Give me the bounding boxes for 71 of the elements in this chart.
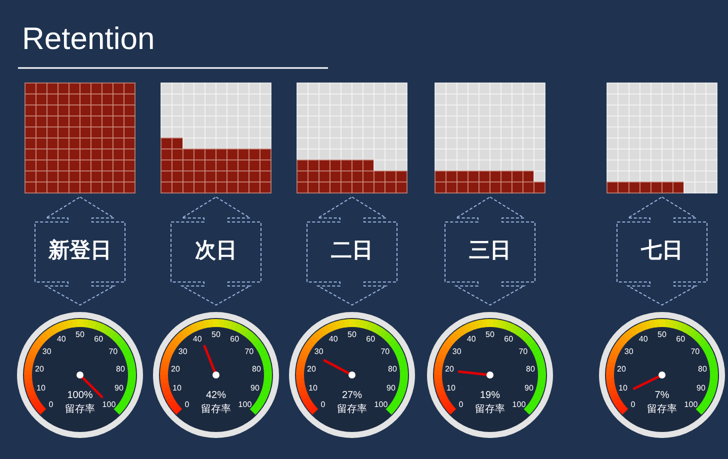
data-label: 19%: [480, 390, 500, 401]
text: 70: [690, 346, 700, 356]
category-label: 次日: [195, 239, 237, 262]
text: 90: [386, 384, 396, 393]
data-label: 42%: [206, 390, 226, 401]
text: 60: [504, 334, 514, 344]
text: 50: [212, 330, 221, 339]
text: 40: [638, 334, 648, 344]
text: 100: [102, 400, 116, 409]
text: 70: [518, 346, 528, 356]
text: 30: [178, 346, 188, 356]
text: 90: [114, 384, 124, 393]
text: 0: [320, 400, 326, 409]
text: 50: [486, 330, 495, 339]
text: 0: [48, 400, 54, 409]
data-label: 27%: [342, 390, 362, 401]
category-label: 七日: [640, 239, 683, 262]
text: 留存率: [647, 403, 677, 415]
text: 留存率: [475, 403, 505, 415]
text: 70: [108, 346, 118, 356]
text: 100: [684, 400, 698, 409]
text: 100: [238, 400, 252, 409]
text: 90: [524, 384, 534, 393]
text: 10: [446, 384, 456, 393]
text: 80: [388, 364, 398, 374]
text: 70: [244, 346, 254, 356]
text: 0: [184, 400, 190, 409]
text: 20: [35, 364, 44, 374]
text: 10: [36, 384, 46, 393]
text: 0: [630, 400, 636, 409]
category-label: 三日: [469, 239, 511, 262]
text: 50: [348, 330, 357, 339]
text: 0: [458, 400, 464, 409]
text: 50: [658, 330, 667, 339]
text: 30: [452, 346, 462, 356]
text: 80: [116, 364, 126, 374]
category-label: 二日: [331, 239, 373, 262]
text: 留存率: [337, 403, 367, 415]
text: 20: [171, 364, 180, 374]
text: 40: [328, 334, 338, 344]
category-label: 新登日: [48, 238, 112, 262]
text: 20: [445, 364, 454, 374]
text: 60: [230, 334, 240, 344]
text: 60: [366, 334, 376, 344]
text: 20: [307, 364, 316, 374]
text: 40: [466, 334, 476, 344]
text: 50: [76, 330, 85, 339]
text: 60: [676, 334, 686, 344]
data-label: 100%: [67, 390, 93, 401]
text: 40: [192, 334, 202, 344]
text: 留存率: [65, 403, 95, 415]
text: 70: [380, 346, 390, 356]
text: 100: [512, 400, 526, 409]
text: 10: [618, 384, 628, 393]
data-label: 7%: [654, 390, 670, 401]
text: 留存率: [201, 403, 231, 415]
text: 10: [308, 384, 318, 393]
text: 20: [617, 364, 626, 374]
text: 80: [526, 364, 536, 374]
text: Retention: [22, 21, 155, 56]
text: 60: [94, 334, 104, 344]
text: 40: [56, 334, 66, 344]
text: 30: [42, 346, 52, 356]
text: 90: [696, 384, 706, 393]
text: 30: [624, 346, 634, 356]
text: 100: [374, 400, 388, 409]
text: 80: [252, 364, 262, 374]
text: 30: [314, 346, 324, 356]
text: 80: [698, 364, 708, 374]
text: 90: [250, 384, 260, 393]
text: 10: [172, 384, 182, 393]
